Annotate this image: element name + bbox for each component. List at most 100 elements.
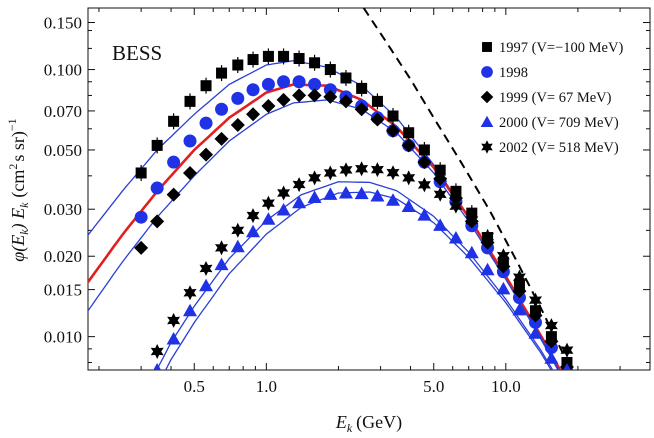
point-triangle: [563, 363, 571, 370]
point-square: [151, 139, 163, 151]
point-star: [199, 261, 213, 276]
point-triangle: [230, 239, 245, 253]
point-star: [277, 185, 291, 201]
point-star: [355, 161, 369, 177]
point-star: [370, 162, 384, 178]
point-diamond: [386, 123, 401, 138]
point-diamond: [370, 112, 385, 127]
point-diamond: [230, 117, 245, 132]
y-tick-label: 0.030: [44, 200, 82, 219]
point-triangle: [354, 186, 369, 200]
legend-label: 2002 (V= 518 MeV): [499, 140, 619, 156]
y-axis-title-sub2: k: [17, 202, 31, 208]
point-diamond: [183, 165, 198, 180]
point-star: [449, 198, 463, 214]
point-circle: [308, 77, 322, 91]
point-triangle: [496, 281, 511, 295]
point-triangle: [183, 303, 198, 317]
legend-label: 1998: [499, 65, 528, 81]
point-star: [560, 342, 574, 358]
point-diamond: [246, 107, 261, 122]
legend: 1997 (V=−100 MeV) 1998 1999 (V= 67 MeV) 200…: [480, 40, 623, 156]
y-axis-title-unit-exp: −1: [5, 118, 19, 131]
y-axis-title-unit-sup: 2: [6, 164, 20, 170]
point-diamond: [354, 102, 369, 117]
point-diamond: [150, 214, 165, 229]
axis-ticks: 0.5 1.0 5.0 10.0 0.010 0.015 0.020 0.030 0.050 0.…: [44, 8, 651, 396]
point-diamond: [512, 284, 527, 299]
point-triangle: [246, 224, 261, 238]
point-star: [417, 177, 431, 193]
point-triangle: [276, 202, 291, 216]
x-axis-title: Ek (GeV): [335, 412, 402, 435]
point-triangle: [448, 231, 463, 244]
point-square: [324, 64, 336, 76]
x-axis-title-sub: k: [347, 421, 353, 435]
legend-label: 1999 (V= 67 MeV): [499, 90, 612, 106]
y-tick-label: 0.020: [44, 247, 82, 266]
point-square: [293, 52, 305, 64]
panel-label: BESS: [112, 41, 162, 65]
point-star: [513, 269, 526, 285]
x-axis-title-var: E: [335, 412, 347, 432]
point-triangle: [401, 199, 416, 213]
x-tick-label: 0.5: [184, 377, 205, 396]
point-triangle: [323, 187, 338, 200]
point-star: [308, 170, 322, 186]
point-star: [150, 344, 164, 359]
legend-label: 1997 (V=−100 MeV): [499, 40, 623, 56]
point-square: [434, 164, 446, 176]
point-square: [418, 144, 430, 156]
x-axis-title-unit: (GeV): [356, 412, 402, 433]
point-diamond: [134, 240, 149, 255]
point-star: [292, 177, 306, 193]
point-diamond: [401, 138, 416, 153]
point-triangle: [307, 190, 322, 203]
point-triangle: [512, 302, 527, 316]
point-square: [340, 72, 352, 84]
point-square: [200, 80, 212, 92]
point-square: [309, 57, 321, 69]
point-diamond: [276, 92, 291, 107]
point-circle: [231, 91, 245, 105]
x-tick-label: 10.0: [491, 377, 521, 396]
point-circle: [183, 134, 197, 148]
point-triangle: [292, 195, 307, 209]
point-triangle: [261, 212, 276, 225]
point-square: [168, 115, 180, 127]
point-star: [481, 229, 495, 244]
point-star: [544, 318, 558, 334]
y-tick-label: 0.010: [44, 328, 82, 347]
point-star: [386, 165, 400, 181]
point-square: [135, 167, 147, 179]
y-axis-title-phi: φ(E: [8, 235, 29, 262]
point-diamond: [417, 155, 432, 170]
point-circle: [261, 77, 275, 91]
curve-interstellar: [362, 8, 565, 356]
curve-fit-2000: [164, 191, 552, 370]
point-square: [356, 82, 368, 94]
point-circle: [167, 155, 181, 169]
y-tick-label: 0.015: [44, 281, 82, 300]
point-triangle: [433, 218, 448, 231]
x-tick-label: 5.0: [423, 377, 444, 396]
point-star: [231, 222, 245, 238]
point-triangle: [544, 351, 559, 364]
y-tick-label: 0.100: [44, 61, 82, 80]
point-star: [215, 240, 228, 256]
point-diamond: [544, 334, 559, 349]
legend-marker-triangle: [480, 115, 494, 127]
plot-frame: [87, 7, 651, 371]
point-square: [262, 50, 274, 62]
y-axis-title-unit-pre: (cm: [8, 170, 29, 198]
point-triangle: [417, 208, 432, 221]
point-triangle: [370, 189, 385, 202]
point-diamond: [448, 191, 463, 206]
point-diamond: [338, 94, 353, 109]
point-triangle: [214, 257, 229, 271]
point-star: [183, 285, 197, 301]
point-square: [232, 59, 244, 71]
y-tick-label: 0.070: [44, 102, 82, 121]
point-star: [402, 170, 416, 186]
point-square: [371, 95, 383, 107]
